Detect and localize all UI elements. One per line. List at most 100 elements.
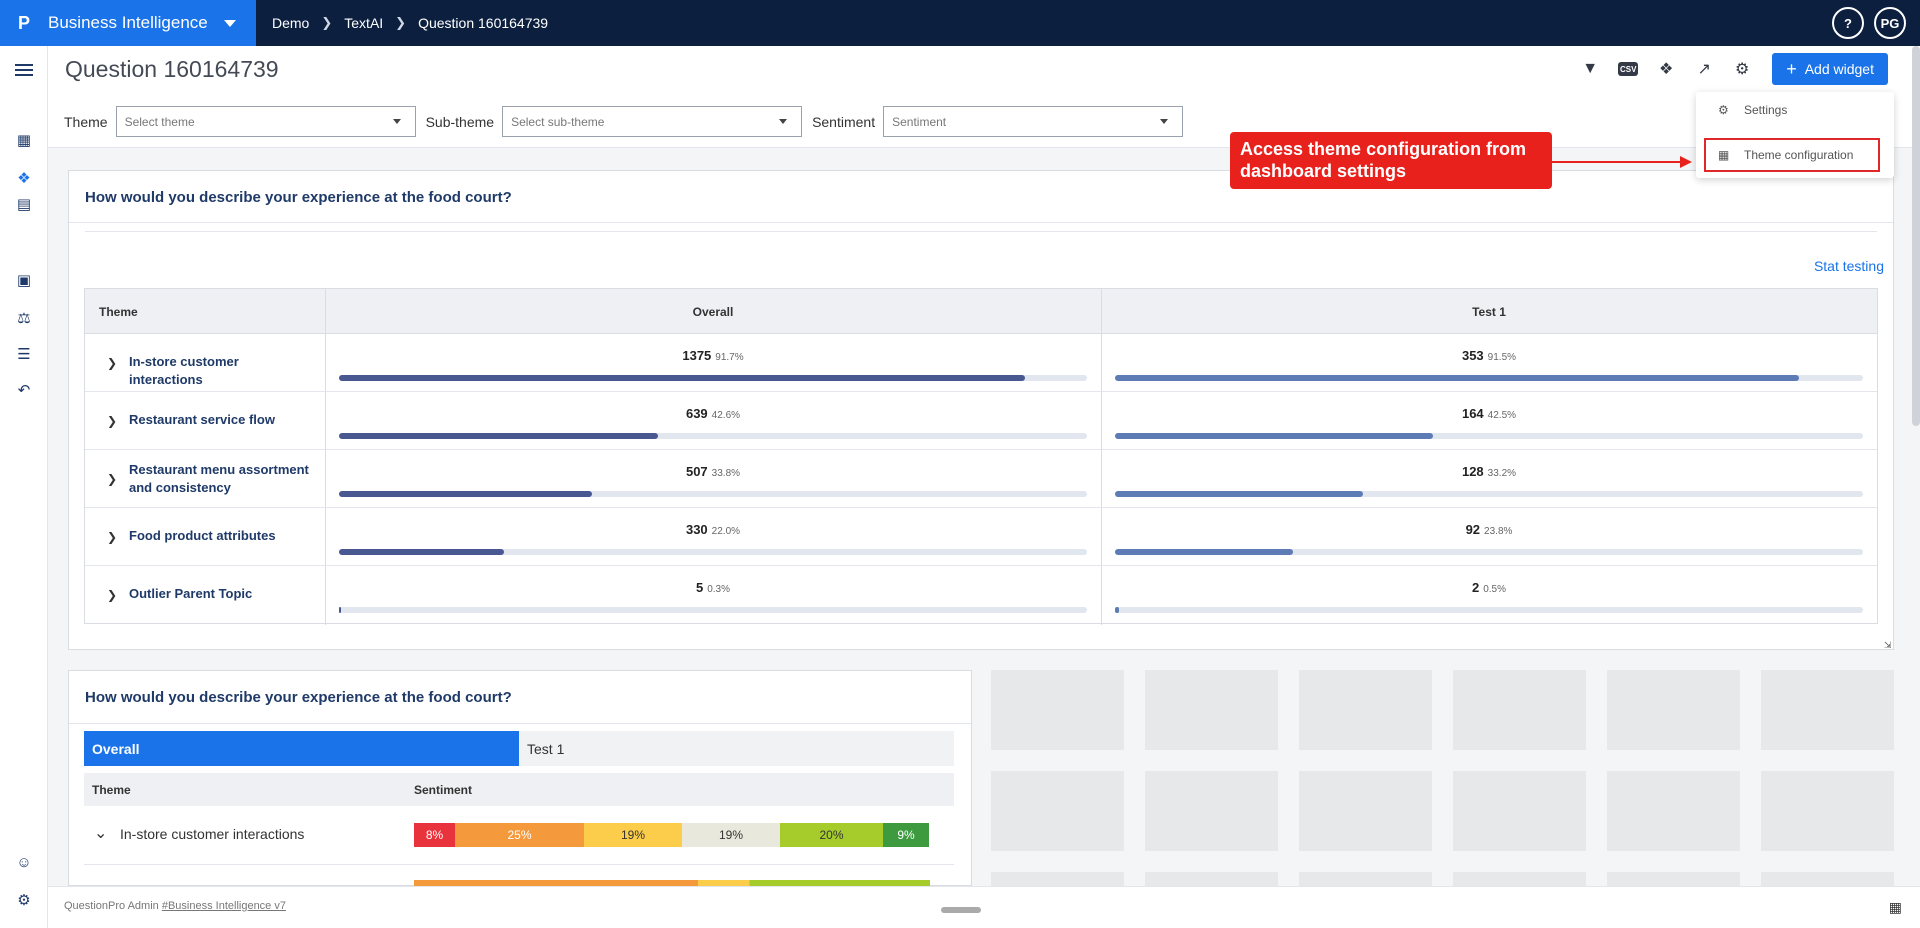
placeholder-tile [1299, 872, 1432, 886]
theme-select[interactable]: Select theme [115, 106, 416, 137]
chevron-down-icon[interactable]: ⌄ [94, 825, 108, 842]
analysis-icon[interactable]: ▣ [16, 272, 32, 289]
sentiment-segment[interactable]: 19% [584, 823, 682, 847]
gear-icon[interactable]: ⚙ [17, 892, 31, 909]
sentiment-segment[interactable]: 9% [883, 823, 929, 847]
table-row[interactable]: ❯ Restaurant menu assortment and consiste… [85, 450, 1877, 508]
overall-bar-fill [339, 375, 1025, 381]
resize-handle-icon[interactable]: ⇲ [1884, 640, 1892, 650]
list-icon[interactable]: ☰ [17, 346, 31, 363]
test1-count: 2 0.5% [1101, 580, 1877, 595]
test1-count: 92 23.8% [1101, 522, 1877, 537]
subtheme-select[interactable]: Select sub-theme [502, 106, 803, 137]
theme-config-icon: ▦ [1718, 148, 1730, 162]
placeholder-tile [1607, 872, 1740, 886]
filter-icon[interactable]: ▼ [1582, 60, 1599, 77]
table-row[interactable]: ❯ Food product attributes 330 22.0% 92 23.8% [85, 508, 1877, 566]
test1-pct: 91.5% [1487, 352, 1517, 363]
caret-down-icon [392, 119, 401, 124]
gear-icon[interactable]: ⚙ [1735, 61, 1750, 78]
breadcrumb: Demo ❯ TextAI ❯ Question 160164739 [272, 15, 548, 31]
divider [69, 723, 971, 724]
app-name: Business Intelligence [48, 13, 208, 32]
widget-title: How would you describe your experience a… [85, 189, 512, 206]
table-row[interactable]: ❯ Outlier Parent Topic 5 0.3% 2 0.5% [85, 566, 1877, 624]
overall-count: 330 22.0% [325, 522, 1101, 537]
menu-icon[interactable] [0, 56, 48, 84]
user-settings-icon[interactable]: ☺ [16, 853, 32, 871]
breadcrumb-textai[interactable]: TextAI [344, 15, 384, 31]
test1-bar-fill [1115, 607, 1119, 613]
sentiment-segment[interactable]: 25% [455, 823, 584, 847]
sentiment-table-header: Theme Sentiment [84, 773, 954, 806]
chevron-right-icon[interactable]: ❯ [107, 588, 118, 602]
test1-count: 353 91.5% [1101, 348, 1877, 363]
menu-item-theme-configuration[interactable]: ▦ Theme configuration [1704, 138, 1880, 172]
breadcrumb-demo[interactable]: Demo [272, 15, 310, 31]
table-row[interactable]: ❯ In-store customer interactions 1375 91.7%… [85, 334, 1877, 392]
placeholder-tile [1299, 670, 1432, 750]
test1-value: 128 [1461, 464, 1484, 479]
app-switcher[interactable]: P Business Intelligence [0, 0, 256, 46]
textai-sparkle-icon[interactable]: ❖ [1659, 61, 1674, 78]
placeholder-tile [1299, 771, 1432, 851]
subtheme-select-placeholder: Select sub-theme [511, 114, 605, 129]
annotation-callout: Access theme configuration from dashboar… [1230, 132, 1552, 189]
placeholder-tile [1145, 771, 1278, 851]
filter-bar: Theme Select theme Sub-theme Select sub-… [64, 106, 1193, 137]
overall-bar-fill [339, 433, 658, 439]
placeholder-tile [991, 771, 1124, 851]
table-row[interactable]: ❯ Restaurant service flow 639 42.6% 164 42.5% [85, 392, 1877, 450]
sentiment-segment[interactable]: 8% [414, 823, 455, 847]
share-icon[interactable]: ↗ [1697, 61, 1711, 78]
breadcrumb-question: Question 160164739 [418, 15, 549, 31]
chevron-right-icon[interactable]: ❯ [107, 472, 118, 486]
back-icon[interactable]: ↶ [17, 382, 31, 399]
user-avatar[interactable]: PG [1874, 7, 1906, 39]
placeholder-tile [1145, 872, 1278, 886]
tab-test1[interactable]: Test 1 [519, 731, 954, 766]
sentiment-segment[interactable]: 20% [780, 823, 883, 847]
app-logo: P [18, 12, 31, 33]
chevron-right-icon: ❯ [395, 15, 407, 30]
stat-testing-link[interactable]: Stat testing [1813, 258, 1884, 274]
add-widget-button[interactable]: + Add widget [1772, 53, 1888, 85]
overall-bar-track [339, 549, 1087, 555]
menu-item-settings[interactable]: ⚙ Settings [1696, 94, 1894, 126]
textai-icon[interactable]: ❖ [17, 170, 31, 187]
test1-bar-track [1115, 607, 1863, 613]
footer: QuestionPro Admin #Business Intelligence… [48, 886, 1920, 928]
footer-link[interactable]: #Business Intelligence v7 [161, 900, 286, 912]
balance-icon[interactable]: ⚖ [17, 310, 31, 327]
tab-overall[interactable]: Overall [84, 731, 519, 766]
sentiment-segment[interactable]: 19% [682, 823, 780, 847]
overall-value: 507 [685, 464, 708, 479]
overall-value: 5 [695, 580, 704, 595]
calculator-icon[interactable]: ▦ [1888, 899, 1902, 915]
page-scrollbar[interactable] [1912, 46, 1920, 426]
theme-select-placeholder: Select theme [124, 114, 195, 129]
sentiment-bar-next-row [414, 880, 930, 886]
drag-handle[interactable] [941, 907, 981, 913]
caret-down-icon[interactable] [224, 19, 236, 27]
test1-pct: 23.8% [1484, 526, 1513, 537]
overall-count: 1375 91.7% [325, 348, 1101, 363]
overall-bar-fill [339, 607, 342, 613]
chevron-right-icon[interactable]: ❯ [107, 414, 118, 428]
overall-pct: 0.3% [707, 584, 731, 595]
chevron-right-icon[interactable]: ❯ [107, 356, 118, 370]
sentiment-select[interactable]: Sentiment [883, 106, 1184, 137]
report-icon[interactable]: ▤ [16, 196, 32, 213]
test1-bar-track [1115, 375, 1863, 381]
overall-bar-track [339, 491, 1087, 497]
help-button[interactable]: ? [1832, 7, 1864, 39]
left-rail: ▦ ❖ ▤ ▣ ⚖ ☰ ↶ ☺ ⚙ [0, 46, 48, 928]
dashboard-icon[interactable]: ▦ [16, 132, 32, 149]
row-theme-label: In-store customer interactions [129, 354, 239, 387]
test1-pct: 42.5% [1487, 410, 1517, 421]
test1-bar-track [1115, 433, 1863, 439]
chevron-right-icon[interactable]: ❯ [107, 530, 118, 544]
column-header-sentiment: Sentiment [414, 783, 473, 797]
menu-item-label: Settings [1744, 103, 1788, 117]
csv-export-button[interactable]: CSV [1616, 57, 1640, 81]
